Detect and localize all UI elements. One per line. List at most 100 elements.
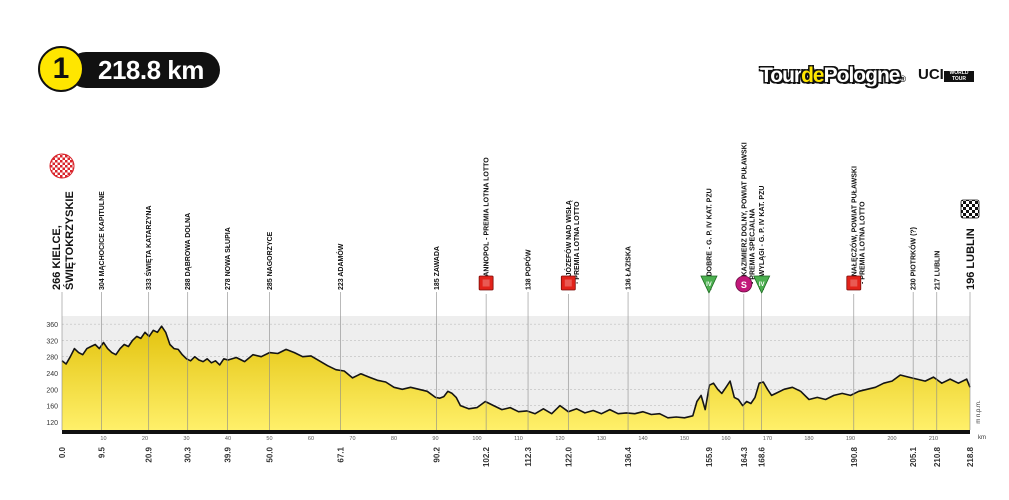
place-label-2: 333 ŚWIĘTA KATARZYNA <box>144 205 153 290</box>
place-label-group-1: 304 MĄCHOCICE KAPITULNE <box>99 191 106 290</box>
place-label-group-17: 217 LUBLIN <box>934 251 941 290</box>
sprint-icon-inner <box>564 279 572 287</box>
km-mark-190.8: 190.8 <box>850 446 859 467</box>
tour-de-pologne-logo: TourdePologne® UCI WORLD TOUR <box>760 64 975 88</box>
km-mark-102.2: 102.2 <box>482 446 491 467</box>
km-mark-30.3: 30.3 <box>184 446 193 462</box>
special-sprint-icon <box>735 275 753 293</box>
x-tick-label-210: 210 <box>929 436 938 442</box>
x-tick-label-20: 20 <box>142 436 148 442</box>
x-tick-label-60: 60 <box>308 436 314 442</box>
x-tick-label-10: 10 <box>100 436 106 442</box>
km-mark-218.8: 218.8 <box>966 446 975 467</box>
km-mark-112.3: 112.3 <box>524 446 533 466</box>
place-label-6: 223 ADAMÓW <box>336 243 345 290</box>
place-label-13: 138 KAZIMIERZ DOLNY, POWIAT PUŁAWSKI <box>741 142 748 290</box>
place-label-group-11: 136 ŁAZISKA <box>626 246 633 290</box>
km-mark-39.9: 39.9 <box>224 446 233 462</box>
place-label-3: 288 DĄBROWA DOLNA <box>185 213 192 290</box>
x-tick-label-130: 130 <box>597 436 606 442</box>
y-tick-label-280: 280 <box>46 355 58 362</box>
profile-line <box>61 325 971 419</box>
x-tick-label-120: 120 <box>555 436 564 442</box>
place-label-15: 169 NAŁĘCZÓW, POWIAT PUŁAWSKI <box>849 166 858 290</box>
km-mark-50.0: 50.0 <box>265 446 274 462</box>
place-label-group-8: 182 ANNOPOL - PREMIA LOTNA LOTTO <box>484 157 491 290</box>
place-label-group-12: 188 DOBRE - G. P. IV KAT. PZU <box>706 188 713 290</box>
x-tick-label-90: 90 <box>432 436 438 442</box>
y-tick-label-320: 320 <box>46 338 58 345</box>
km-mark-210.8: 210.8 <box>933 446 942 467</box>
x-axis-bar <box>62 430 970 434</box>
stage-distance: 218.8 km <box>68 52 220 88</box>
place-label-17: 217 LUBLIN <box>934 251 941 290</box>
place-label-5: 285 NAGORZYCE <box>267 231 274 290</box>
km-mark-0.0: 0.0 <box>58 446 67 458</box>
place-label-16: 230 PIOTRKÓW (?) <box>909 227 918 290</box>
km-mark-205.1: 205.1 <box>909 446 918 467</box>
sprint-icon <box>478 275 494 291</box>
place-label-group-13: 138 KAZIMIERZ DOLNY, POWIAT PUŁAWSKI - PR… <box>741 142 756 290</box>
uci-world-tour-tag: WORLD TOUR <box>944 70 974 82</box>
x-tick-label-40: 40 <box>225 436 231 442</box>
kom-icon-label: IV <box>706 282 712 288</box>
special-sprint-icon-label: S <box>741 280 747 290</box>
uci-logo: UCI <box>918 66 944 83</box>
place-label-group-9: 138 POPÓW <box>524 249 533 290</box>
place-label-group-5: 285 NAGORZYCE <box>267 231 274 290</box>
place-label-group-3: 288 DĄBROWA DOLNA <box>185 213 192 290</box>
y-tick-label-200: 200 <box>46 387 58 394</box>
y-tick-label-240: 240 <box>46 371 58 378</box>
place-label-2-13: - PREMIA SPECJALNA <box>749 208 756 284</box>
km-mark-90.2: 90.2 <box>432 446 441 462</box>
place-label-1: 304 MĄCHOCICE KAPITULNE <box>99 191 106 290</box>
place-label-group-2: 333 ŚWIĘTA KATARZYNA <box>144 205 153 290</box>
place-label-9: 138 POPÓW <box>524 249 533 290</box>
place-label-11: 136 ŁAZISKA <box>626 246 633 290</box>
km-mark-136.4: 136.4 <box>624 446 633 467</box>
x-axis-label: km <box>978 435 986 441</box>
km-mark-20.9: 20.9 <box>145 446 154 462</box>
place-label-group-14: 206 WYLĄGI - G. P. IV KAT. PZU <box>759 186 766 290</box>
finish-flag-icon <box>960 199 980 219</box>
place-label-18: 196 LUBLIN <box>965 228 977 290</box>
stage-number: 1 <box>38 46 84 92</box>
place-label-group-10: 152 JÓZEFÓW NAD WISŁĄ - PREMIA LOTNA LOTT… <box>564 200 581 290</box>
place-label-4: 278 NOWA SŁUPIA <box>225 227 232 290</box>
place-label-0: 266 KIELCE, <box>51 225 63 290</box>
place-label-2-0: ŚWIĘTOKRZYSKIE <box>63 191 76 290</box>
x-tick-label-150: 150 <box>680 436 689 442</box>
stage-badge: 1 218.8 km <box>38 46 223 92</box>
y-axis-label: m n.p.m. <box>976 400 982 424</box>
x-tick-label-30: 30 <box>183 436 189 442</box>
sprint-icon <box>846 275 862 291</box>
kom-icon <box>753 275 771 294</box>
x-tick-label-170: 170 <box>763 436 772 442</box>
x-tick-label-200: 200 <box>887 436 896 442</box>
x-tick-label-160: 160 <box>721 436 730 442</box>
sprint-icon-inner <box>482 279 490 287</box>
x-tick-label-100: 100 <box>472 436 481 442</box>
km-mark-67.1: 67.1 <box>336 446 345 462</box>
km-mark-168.6: 168.6 <box>758 446 767 467</box>
start-flag-icon <box>49 153 75 179</box>
place-label-14: 206 WYLĄGI - G. P. IV KAT. PZU <box>759 186 766 290</box>
x-tick-label-80: 80 <box>391 436 397 442</box>
y-tick-label-360: 360 <box>46 322 58 329</box>
place-label-7: 185 ZAWADA <box>434 246 441 290</box>
km-mark-122.0: 122.0 <box>564 446 573 467</box>
x-tick-label-110: 110 <box>514 436 523 442</box>
place-label-8: 182 ANNOPOL - PREMIA LOTNA LOTTO <box>484 157 491 290</box>
x-tick-label-180: 180 <box>804 436 813 442</box>
place-label-group-7: 185 ZAWADA <box>434 246 441 290</box>
place-label-group-0: 266 KIELCE, ŚWIĘTOKRZYSKIE <box>51 191 76 290</box>
place-label-group-15: 169 NAŁĘCZÓW, POWIAT PUŁAWSKI - PREMIA LO… <box>849 166 866 290</box>
x-tick-label-50: 50 <box>266 436 272 442</box>
x-tick-label-70: 70 <box>349 436 355 442</box>
place-label-2-10: - PREMIA LOTNA LOTTO <box>574 201 581 284</box>
kom-icon <box>700 275 718 294</box>
sprint-icon <box>560 275 576 291</box>
profile-area <box>62 326 970 430</box>
place-label-group-18: 196 LUBLIN <box>965 228 977 290</box>
